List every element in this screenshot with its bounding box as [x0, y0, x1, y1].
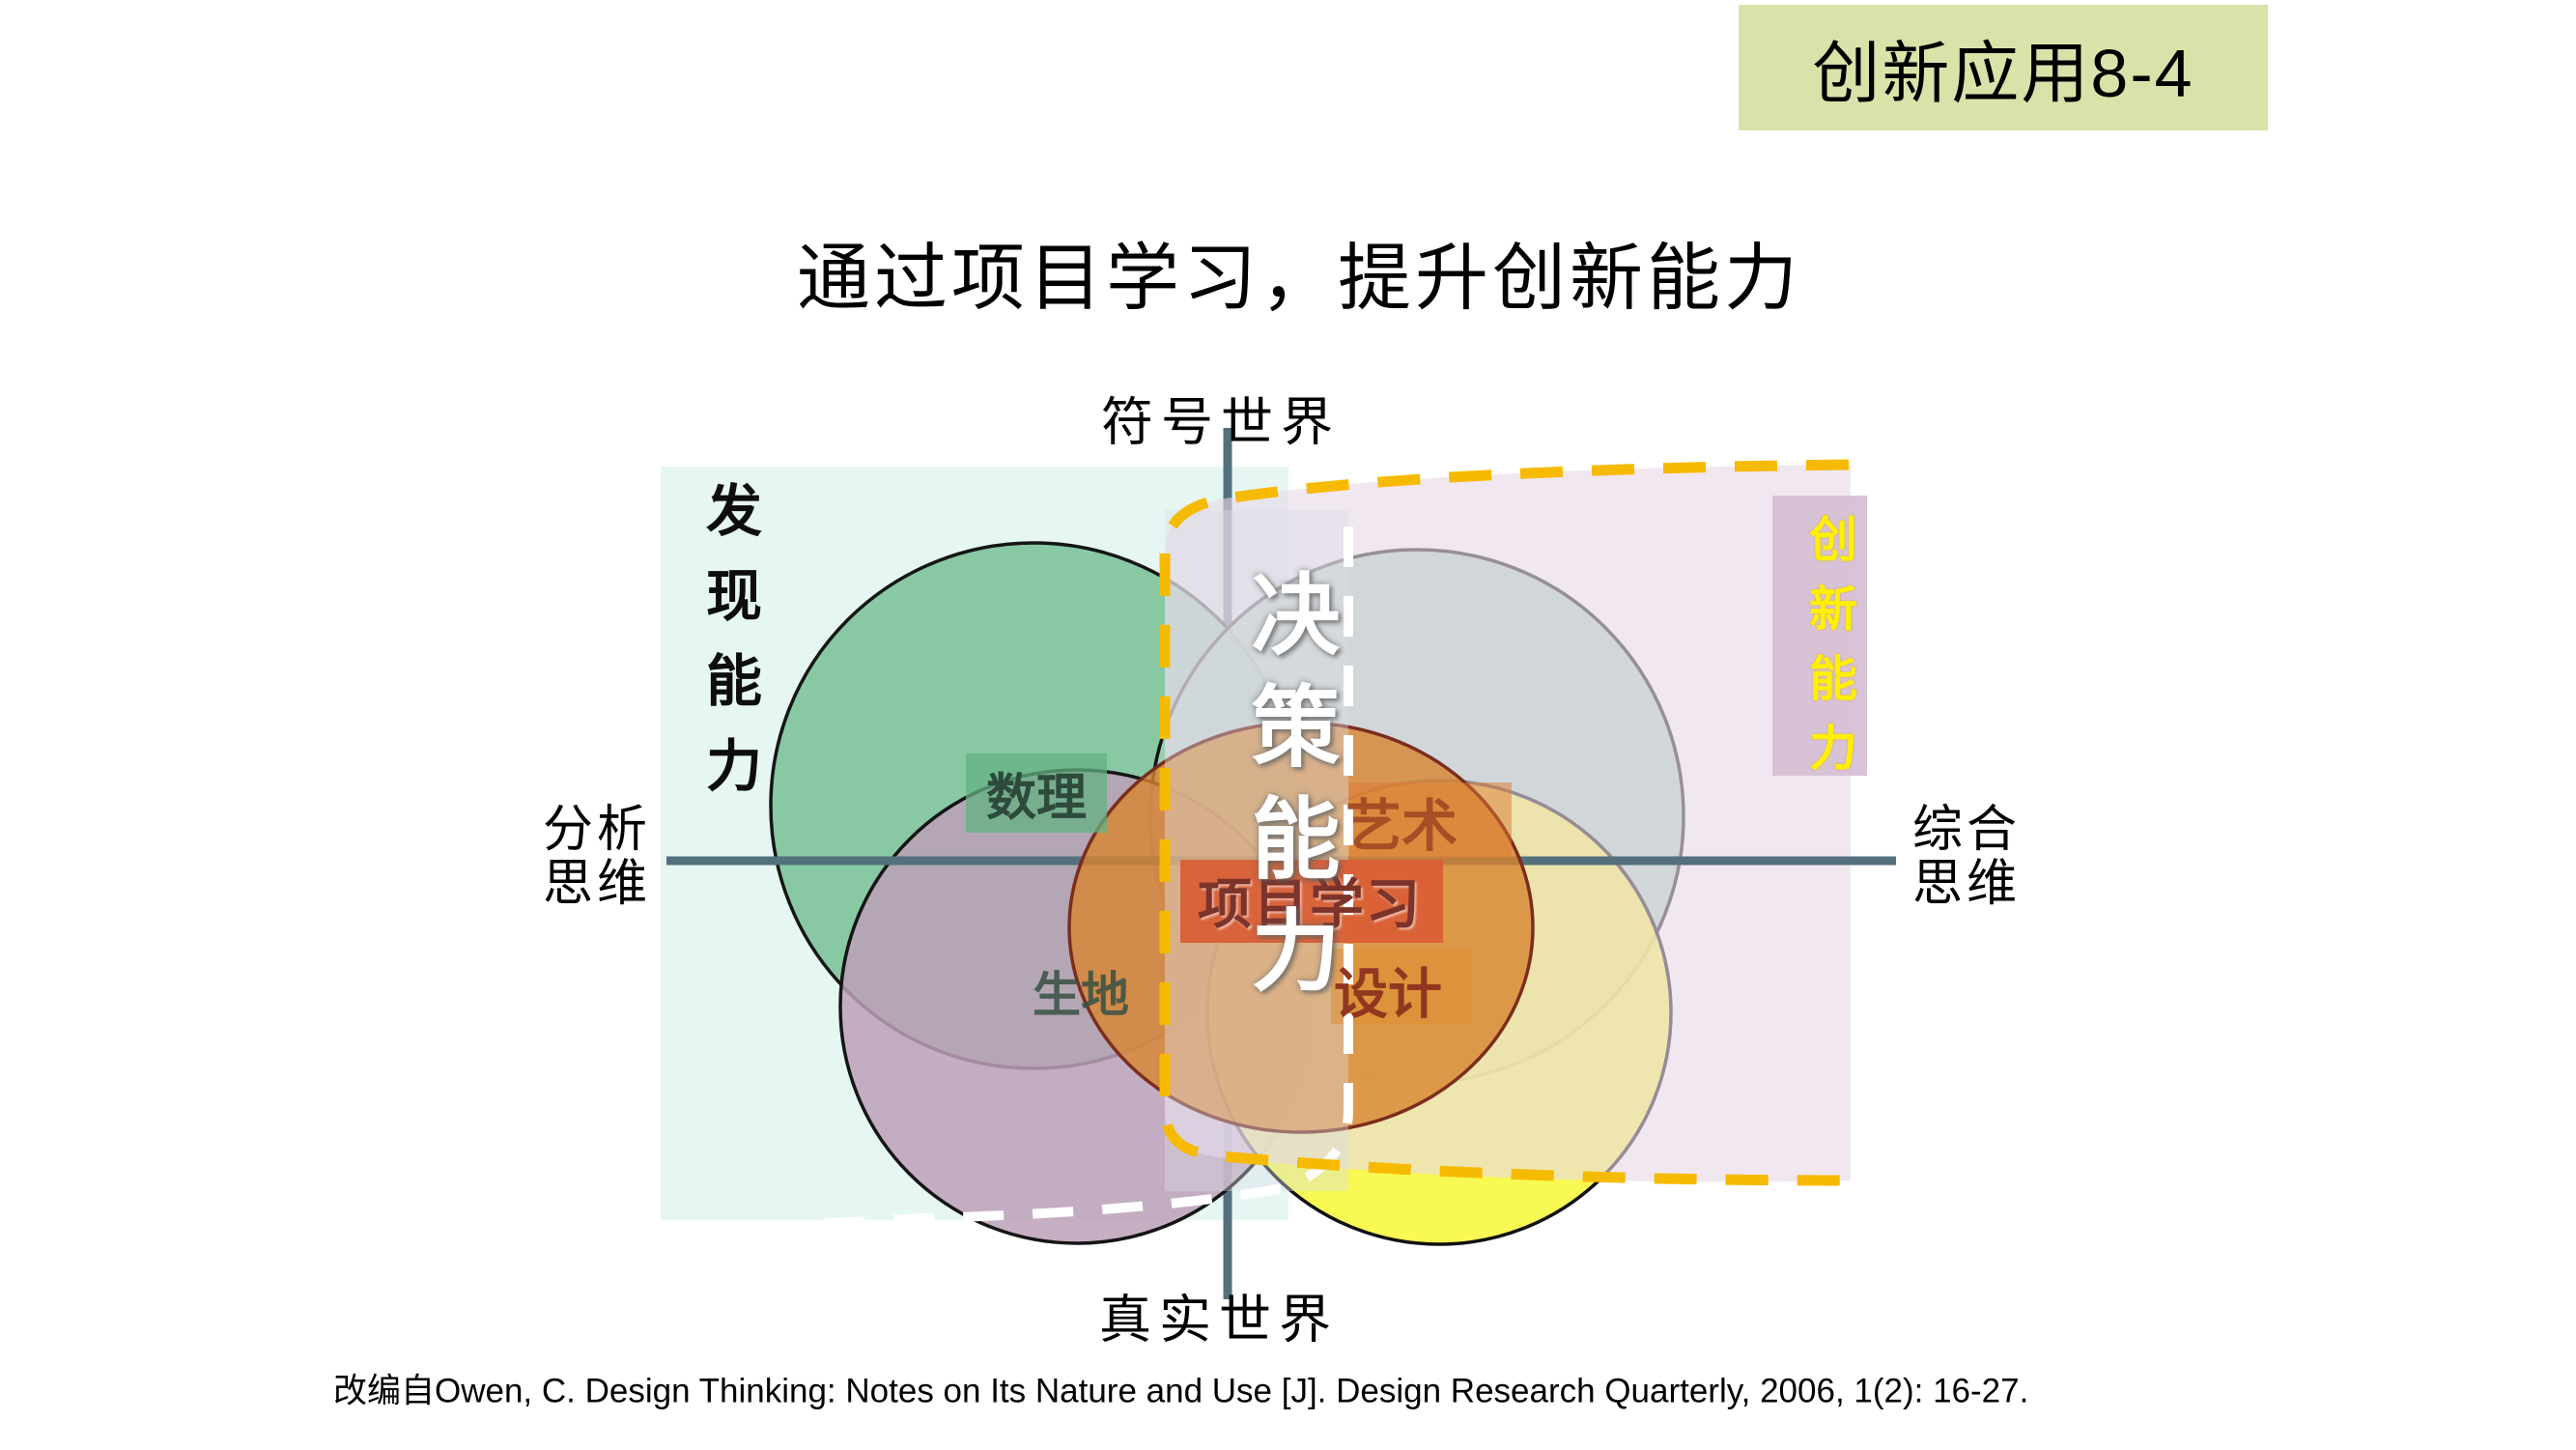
label-innovation-capability: 创新能力: [1802, 514, 1856, 792]
art-label-box: [1349, 782, 1512, 858]
design-label-box: [1331, 949, 1471, 1024]
axis-label-synthetic-line1: 综合: [1911, 803, 2022, 858]
label-math-physics: 数理: [985, 770, 1088, 827]
axis-label-symbol-world: 符号世界: [1101, 393, 1341, 452]
label-design: 设计: [1334, 963, 1442, 1025]
innovation-region-dashed-border: [1159, 459, 1850, 1186]
label-decision-capability: 决策能力: [1238, 568, 1337, 1016]
citation: 改编自Owen, C. Design Thinking: Notes on It…: [333, 1372, 2029, 1410]
label-project-learning: 项目学习: [1198, 873, 1422, 935]
label-biology-geography: 生地: [1033, 968, 1129, 1022]
axis-label-analytic-line2: 思维: [542, 857, 652, 912]
innovation-label-box: [1772, 496, 1867, 776]
axis-label-real-world: 真实世界: [1099, 1291, 1339, 1350]
math-label-box: [966, 753, 1107, 833]
slide-badge: 创新应用8-4: [1739, 5, 2268, 130]
decision-region-band: [1165, 510, 1348, 1191]
label-art: 艺术: [1345, 795, 1458, 858]
label-discovery-capability: 发现能力: [697, 481, 760, 821]
axis-label-synthetic-line2: 思维: [1911, 857, 2022, 912]
axis-label-analytic-thinking: 分析 思维: [543, 804, 651, 912]
axis-label-analytic-line1: 分析: [542, 803, 652, 858]
project-learning-box: [1180, 860, 1443, 943]
slide-title: 通过项目学习，提升创新能力: [797, 239, 1801, 320]
axis-label-synthetic-thinking: 综合 思维: [1912, 804, 2021, 912]
slide-badge-label: 创新应用8-4: [1812, 35, 2194, 111]
